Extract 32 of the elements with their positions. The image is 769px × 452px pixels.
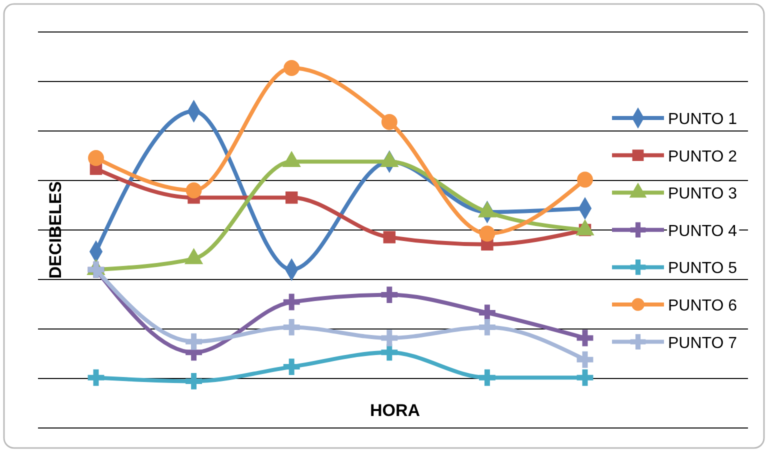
point	[576, 369, 594, 386]
y-axis-title: DECIBELES	[46, 181, 65, 279]
point	[285, 191, 298, 204]
point	[383, 231, 396, 244]
point	[283, 294, 300, 310]
point	[88, 150, 104, 166]
point	[283, 358, 300, 376]
point	[284, 60, 300, 76]
point	[577, 172, 593, 188]
point	[381, 344, 398, 361]
point	[381, 114, 398, 130]
legend-label: PUNTO 7	[668, 334, 738, 352]
legend-label: PUNTO 4	[668, 222, 738, 240]
point	[479, 226, 496, 242]
legend-label: PUNTO 1	[668, 111, 738, 128]
legend-label: PUNTO 3	[668, 186, 738, 203]
x-axis-title: HORA	[370, 401, 420, 420]
point	[478, 304, 496, 322]
legend-label: PUNTO 5	[668, 260, 738, 278]
point	[186, 333, 202, 350]
legend-label: PUNTO 6	[668, 298, 738, 314]
point	[576, 330, 594, 346]
point	[186, 372, 202, 390]
legend-label: PUNTO 2	[668, 148, 738, 166]
point	[381, 330, 398, 346]
point	[478, 318, 496, 336]
point	[576, 351, 594, 368]
point	[478, 369, 496, 386]
point	[381, 286, 398, 304]
point	[88, 369, 104, 386]
point	[283, 318, 300, 336]
point	[186, 182, 202, 198]
